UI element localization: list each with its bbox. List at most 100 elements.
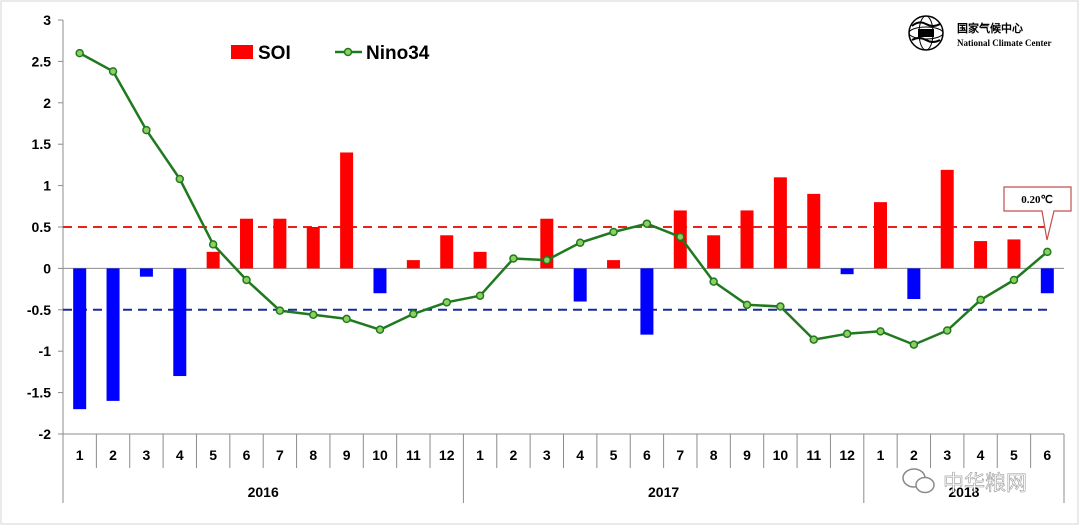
x-tick-label: 9	[743, 447, 751, 463]
logo-chinese-name: 国家气候中心	[957, 21, 1023, 35]
nino34-point	[375, 325, 385, 334]
nino34-point	[876, 327, 885, 336]
x-tick-label: 12	[439, 447, 455, 463]
soi-bar	[873, 202, 887, 269]
x-tick-label: 2	[910, 447, 918, 463]
nino34-point	[409, 309, 418, 319]
nino34-point	[208, 240, 218, 249]
x-tick-label: 10	[773, 447, 789, 463]
nino34-point	[942, 326, 952, 335]
x-tick-label: 1	[877, 447, 885, 463]
nino34-point	[442, 298, 451, 307]
soi-bar	[406, 260, 420, 269]
soi-bar	[440, 235, 454, 269]
x-tick-label: 9	[343, 447, 351, 463]
nino34-point	[1009, 275, 1019, 285]
nino34-point	[275, 306, 285, 315]
soi-bar	[473, 251, 487, 269]
x-tick-label: 4	[176, 447, 184, 463]
legend-nino34-label: Nino34	[366, 43, 430, 64]
wechat-icon	[902, 468, 935, 494]
x-tick-label: 3	[543, 447, 551, 463]
nino34-point	[709, 277, 718, 286]
soi-bar	[173, 268, 187, 377]
axes	[58, 19, 1065, 503]
globe-icon	[908, 15, 944, 51]
year-label: 2016	[248, 484, 279, 500]
y-tick-label: -2	[39, 426, 52, 442]
x-tick-label: 5	[610, 447, 618, 463]
year-label: 2017	[648, 484, 679, 500]
nino34-point	[475, 291, 485, 300]
nino34-series	[75, 48, 1052, 349]
soi-bar	[573, 268, 587, 302]
nino34-point	[309, 310, 318, 320]
legend: SOI Nino34	[231, 43, 430, 64]
x-tick-label: 5	[209, 447, 217, 463]
x-tick-label: 6	[1043, 447, 1051, 463]
nino34-point	[842, 329, 852, 339]
y-tick-label: -1.5	[27, 385, 51, 401]
x-tick-label: 6	[643, 447, 651, 463]
soi-bar	[807, 193, 821, 269]
y-tick-label: 2.5	[32, 53, 52, 69]
nino34-point	[175, 174, 185, 184]
soi-bar	[240, 218, 254, 269]
y-tick-label: -1	[39, 343, 52, 359]
y-tick-label: 1	[43, 178, 51, 194]
soi-bar	[974, 241, 988, 269]
soi-bar	[1007, 239, 1021, 269]
year-label: 2018	[948, 484, 979, 500]
soi-bar	[740, 210, 754, 269]
soi-bar	[607, 260, 621, 269]
soi-bars	[73, 152, 1054, 410]
x-tick-label: 10	[372, 447, 388, 463]
tick-labels: 32.521.510.50-0.5-1-1.5-21 2 3 4 5 6 7 8 9 10 11 12…	[27, 12, 1052, 500]
soi-bar	[773, 177, 787, 269]
soi-bar	[1040, 268, 1054, 294]
nino34-point	[809, 335, 818, 344]
soi-bar	[840, 268, 854, 275]
soi-bar	[73, 268, 87, 410]
x-tick-label: 4	[576, 447, 584, 463]
y-tick-label: 3	[43, 12, 51, 28]
soi-bar	[106, 268, 120, 401]
y-tick-label: 0	[43, 260, 51, 276]
soi-bar	[373, 268, 387, 294]
x-tick-label: 1	[476, 447, 484, 463]
legend-nino34-marker	[343, 47, 353, 57]
nino34-line	[79, 52, 1049, 346]
x-tick-label: 7	[676, 447, 684, 463]
x-tick-label: 8	[309, 447, 317, 463]
nino34-point	[575, 238, 585, 247]
y-tick-label: 2	[43, 95, 51, 111]
x-tick-label: 1	[76, 447, 84, 463]
nino34-point	[542, 255, 552, 265]
soi-bar	[139, 268, 153, 277]
callout-box	[1003, 186, 1072, 241]
nino34-point	[609, 227, 618, 237]
nino34-point	[1043, 247, 1052, 257]
x-tick-label: 2	[510, 447, 518, 463]
nino34-point	[242, 275, 251, 285]
soi-bar	[707, 235, 721, 269]
nino34-point	[142, 125, 151, 135]
x-tick-label: 8	[710, 447, 718, 463]
soi-bar	[306, 227, 320, 269]
nino34-point	[75, 48, 84, 58]
soi-bar	[907, 268, 921, 300]
x-tick-label: 11	[806, 447, 821, 463]
y-tick-label: 0.5	[32, 219, 52, 235]
soi-bar	[640, 268, 654, 335]
nino34-point	[642, 219, 652, 228]
x-tick-label: 3	[143, 447, 151, 463]
logo-english-name: National Climate Center	[957, 38, 1051, 48]
soi-bar	[540, 218, 554, 269]
nino34-point	[108, 67, 118, 76]
soi-bar	[940, 169, 954, 269]
soi-bar	[273, 218, 287, 269]
x-tick-label: 3	[943, 447, 951, 463]
nino34-point	[742, 300, 752, 310]
x-tick-label: 11	[406, 447, 421, 463]
